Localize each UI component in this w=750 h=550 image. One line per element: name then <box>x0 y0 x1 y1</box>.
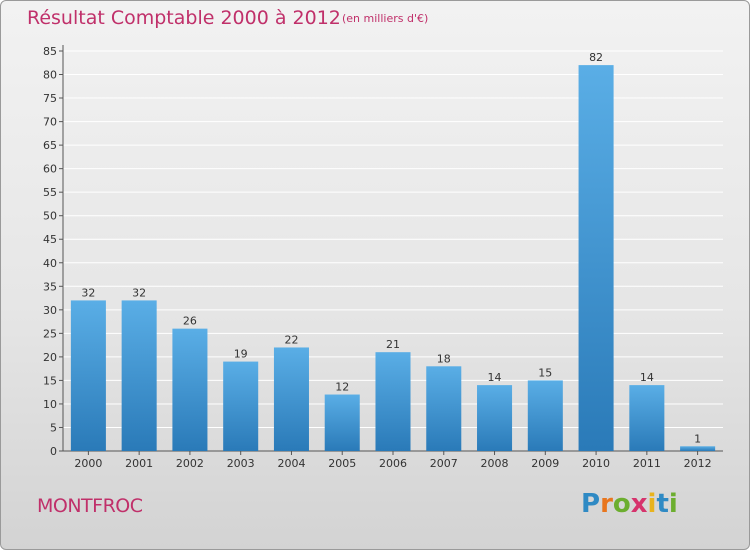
x-tick-label: 2010 <box>582 457 610 470</box>
y-tick-label: 0 <box>50 445 57 458</box>
x-tick-label: 2002 <box>176 457 204 470</box>
chart-title: Résultat Comptable 2000 à 2012 <box>27 7 341 29</box>
logo-letter: r <box>600 489 613 519</box>
bar-value-label: 26 <box>183 315 197 328</box>
x-tick-label: 2009 <box>531 457 559 470</box>
y-tick-label: 55 <box>43 186 57 199</box>
bar <box>426 366 462 451</box>
proxiti-logo: Proxiti <box>581 489 678 519</box>
y-tick-label: 50 <box>43 210 57 223</box>
x-tick-label: 2004 <box>277 457 305 470</box>
bar <box>629 385 665 451</box>
y-tick-label: 15 <box>43 374 57 387</box>
y-tick-label: 65 <box>43 139 57 152</box>
x-tick-label: 2001 <box>125 457 153 470</box>
y-tick-label: 10 <box>43 398 57 411</box>
y-tick-label: 25 <box>43 327 57 340</box>
bar-value-label: 32 <box>132 286 146 299</box>
x-tick-label: 2008 <box>481 457 509 470</box>
bar-value-label: 14 <box>640 371 654 384</box>
y-tick-label: 60 <box>43 163 57 176</box>
bar <box>273 347 309 451</box>
commune-name: MONTFROC <box>37 495 143 517</box>
bar <box>223 361 259 451</box>
y-tick-label: 85 <box>43 45 57 58</box>
y-tick-label: 45 <box>43 233 57 246</box>
x-tick-label: 2011 <box>633 457 661 470</box>
bar-value-label: 32 <box>81 286 95 299</box>
y-tick-label: 5 <box>50 421 57 434</box>
bar-value-label: 21 <box>386 338 400 351</box>
x-tick-label: 2007 <box>430 457 458 470</box>
x-tick-label: 2006 <box>379 457 407 470</box>
bar-value-label: 14 <box>488 371 502 384</box>
logo-letter: P <box>581 489 601 519</box>
bar-value-label: 19 <box>234 348 248 361</box>
bar <box>477 385 513 451</box>
y-tick-label: 70 <box>43 116 57 129</box>
bar <box>578 65 614 451</box>
bar <box>375 352 411 451</box>
chart-subtitle: (en milliers d'€) <box>342 12 429 25</box>
bar <box>70 300 106 451</box>
logo-letter: i <box>668 489 678 519</box>
logo-letter: x <box>630 489 648 519</box>
x-tick-label: 2012 <box>684 457 712 470</box>
bar-value-label: 82 <box>589 51 603 64</box>
y-tick-label: 75 <box>43 92 57 105</box>
logo-letter: o <box>612 489 631 519</box>
bar <box>527 380 563 451</box>
y-tick-label: 35 <box>43 280 57 293</box>
x-tick-label: 2000 <box>74 457 102 470</box>
y-tick-label: 20 <box>43 351 57 364</box>
x-tick-label: 2003 <box>227 457 255 470</box>
logo-letter: t <box>656 489 669 519</box>
y-tick-label: 80 <box>43 69 57 82</box>
x-tick-label: 2005 <box>328 457 356 470</box>
bar <box>324 394 360 451</box>
bar <box>172 328 208 451</box>
bar-value-label: 1 <box>694 432 701 445</box>
logo-letter: i <box>647 489 657 519</box>
bar <box>680 446 716 451</box>
y-tick-label: 40 <box>43 257 57 270</box>
bar-value-label: 22 <box>284 333 298 346</box>
bar-value-label: 15 <box>538 366 552 379</box>
y-tick-label: 30 <box>43 304 57 317</box>
bar-value-label: 12 <box>335 381 349 394</box>
bar <box>121 300 157 451</box>
bar-value-label: 18 <box>437 352 451 365</box>
